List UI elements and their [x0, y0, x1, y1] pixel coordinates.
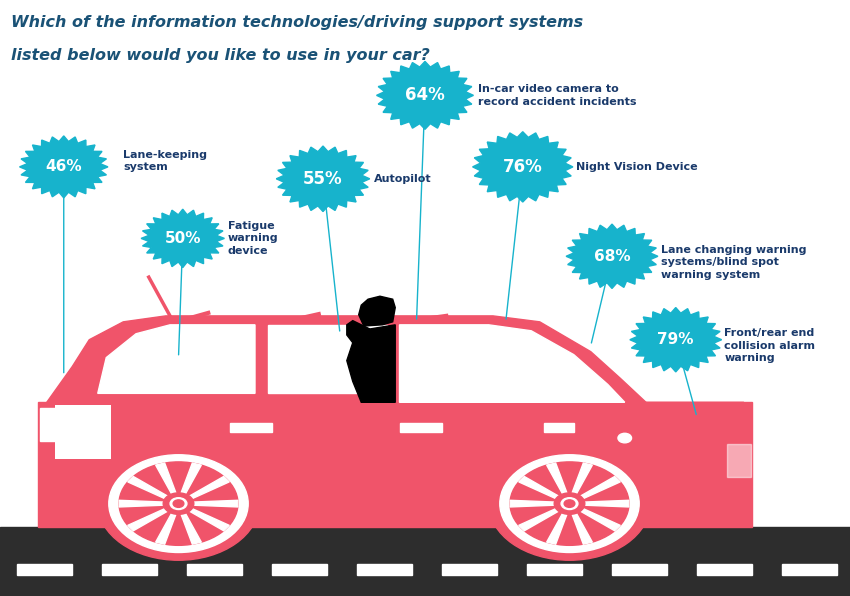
Bar	[38, 402, 752, 527]
Circle shape	[554, 493, 585, 514]
Polygon shape	[347, 321, 370, 343]
Circle shape	[109, 455, 248, 552]
Text: 50%: 50%	[165, 231, 201, 246]
Text: 68%: 68%	[593, 249, 631, 264]
Bar	[40, 408, 57, 441]
Bar	[17, 564, 72, 575]
Text: Night Vision Device: Night Vision Device	[576, 162, 698, 172]
Text: Fatigue
warning
device: Fatigue warning device	[228, 221, 279, 256]
Text: 79%: 79%	[658, 332, 694, 347]
Polygon shape	[156, 513, 176, 544]
Bar	[0, 527, 850, 596]
Text: Lane-keeping
system: Lane-keeping system	[123, 150, 207, 172]
Polygon shape	[518, 508, 558, 531]
Polygon shape	[547, 513, 567, 544]
Polygon shape	[98, 325, 255, 393]
Polygon shape	[630, 308, 722, 372]
Polygon shape	[181, 463, 201, 494]
Polygon shape	[581, 476, 620, 499]
Circle shape	[163, 493, 194, 514]
Polygon shape	[572, 463, 592, 494]
Bar	[612, 564, 667, 575]
Text: Lane changing warning
systems/blind spot
warning system: Lane changing warning systems/blind spot…	[661, 245, 807, 280]
Polygon shape	[268, 325, 387, 393]
Polygon shape	[194, 500, 238, 507]
Bar	[697, 564, 752, 575]
Polygon shape	[181, 513, 201, 544]
Polygon shape	[119, 500, 163, 507]
Bar	[55, 405, 110, 459]
Bar	[230, 423, 272, 432]
Text: In-car video camera to
record accident incidents: In-car video camera to record accident i…	[478, 84, 636, 107]
Circle shape	[561, 498, 578, 510]
Circle shape	[170, 498, 187, 510]
Bar	[272, 564, 327, 575]
Polygon shape	[128, 476, 167, 499]
Polygon shape	[276, 146, 370, 212]
Bar	[102, 564, 157, 575]
Polygon shape	[359, 296, 395, 326]
Text: listed below would you like to use in your car?: listed below would you like to use in yo…	[11, 48, 430, 63]
Polygon shape	[518, 476, 558, 499]
Bar	[527, 564, 582, 575]
Polygon shape	[156, 463, 176, 494]
Polygon shape	[190, 508, 230, 531]
Text: Which of the information technologies/driving support systems: Which of the information technologies/dr…	[11, 15, 583, 30]
Polygon shape	[47, 316, 646, 402]
Bar	[357, 564, 412, 575]
Circle shape	[173, 500, 184, 507]
Polygon shape	[646, 402, 744, 450]
Bar	[442, 564, 497, 575]
Text: 55%: 55%	[303, 170, 343, 188]
Text: Front/rear end
collision alarm
warning: Front/rear end collision alarm warning	[724, 328, 815, 363]
Polygon shape	[547, 463, 567, 494]
Polygon shape	[510, 500, 554, 507]
Bar	[782, 564, 837, 575]
Polygon shape	[566, 224, 658, 288]
Bar	[544, 423, 574, 432]
Polygon shape	[377, 61, 473, 129]
Text: Autopilot: Autopilot	[374, 174, 432, 184]
Polygon shape	[20, 136, 108, 198]
Polygon shape	[190, 476, 230, 499]
Text: 64%: 64%	[405, 86, 445, 104]
Polygon shape	[40, 402, 47, 450]
Polygon shape	[141, 209, 224, 268]
Polygon shape	[473, 132, 573, 202]
Bar	[727, 444, 751, 477]
Polygon shape	[585, 500, 629, 507]
Circle shape	[489, 447, 650, 560]
Polygon shape	[581, 508, 620, 531]
Circle shape	[500, 455, 639, 552]
Circle shape	[618, 433, 632, 443]
Circle shape	[564, 500, 575, 507]
Text: 76%: 76%	[503, 158, 542, 176]
Circle shape	[119, 462, 238, 545]
Circle shape	[510, 462, 629, 545]
Polygon shape	[128, 508, 167, 531]
Polygon shape	[347, 325, 395, 402]
Polygon shape	[572, 513, 592, 544]
Bar	[400, 423, 442, 432]
Circle shape	[98, 447, 259, 560]
Bar	[187, 564, 242, 575]
Text: 46%: 46%	[45, 159, 82, 175]
Polygon shape	[400, 325, 625, 402]
